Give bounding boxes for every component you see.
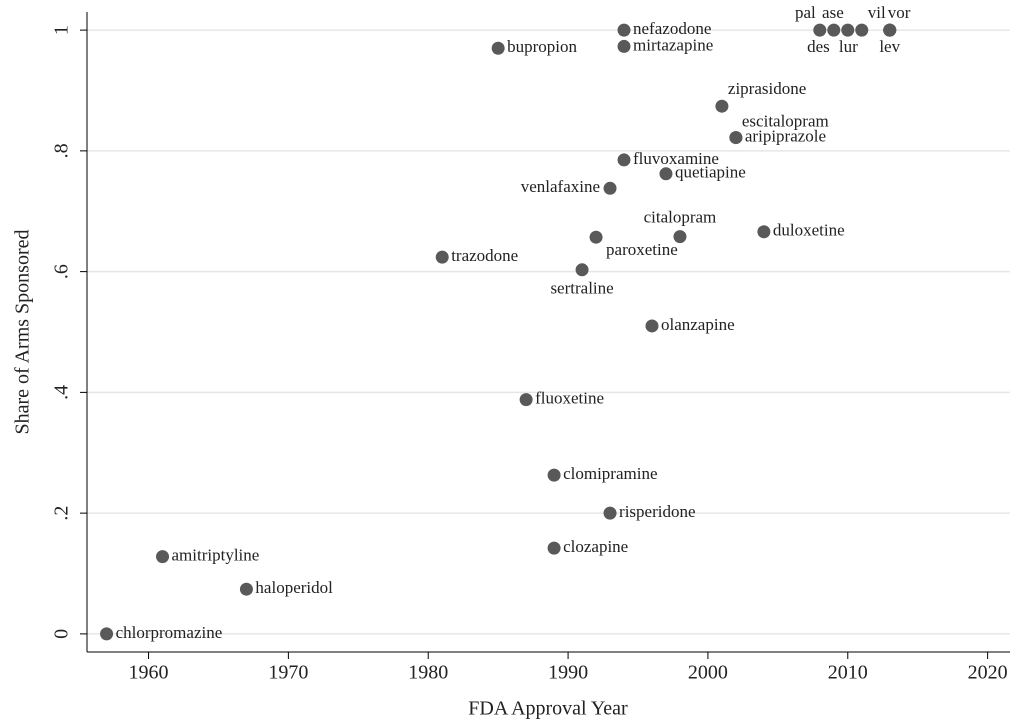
- point: [617, 23, 631, 37]
- point-label: citalopram: [644, 208, 717, 227]
- point-label: duloxetine: [773, 221, 845, 240]
- point-label: lev: [879, 37, 900, 56]
- point: [491, 41, 505, 55]
- point: [883, 23, 897, 37]
- y-tick-label: 1: [51, 25, 73, 35]
- point: [589, 230, 603, 244]
- point-label: des: [807, 37, 830, 56]
- point: [547, 468, 561, 482]
- point: [239, 582, 253, 596]
- y-axis-title: Share of Arms Sponsored: [12, 230, 34, 435]
- x-tick-label: 1990: [548, 662, 588, 684]
- point-label: escitalopram: [742, 111, 829, 130]
- point-label: bupropion: [507, 37, 577, 56]
- point: [673, 230, 687, 244]
- x-tick-label: 1980: [408, 662, 448, 684]
- point-label: vor: [888, 3, 911, 22]
- point-label: pal: [795, 3, 816, 22]
- y-tick-label: .2: [51, 506, 73, 521]
- y-tick-label: .4: [51, 385, 73, 400]
- x-axis-title: FDA Approval Year: [468, 698, 628, 720]
- point: [659, 167, 673, 181]
- point-label: quetiapine: [675, 163, 746, 182]
- point: [547, 541, 561, 555]
- point: [603, 506, 617, 520]
- point-label: ase: [822, 3, 844, 22]
- point-label: fluvoxamine: [633, 149, 719, 168]
- point-label: mirtazapine: [633, 35, 713, 54]
- point: [757, 225, 771, 239]
- point-label: haloperidol: [255, 578, 333, 597]
- point: [603, 181, 617, 195]
- point-label: clozapine: [563, 537, 628, 556]
- point-label: sertraline: [550, 279, 613, 298]
- point-label: paroxetine: [606, 240, 678, 259]
- point: [156, 550, 170, 564]
- point: [645, 319, 659, 333]
- x-tick-label: 2020: [968, 662, 1008, 684]
- point-label: olanzapine: [661, 315, 735, 334]
- point-label: vil: [868, 3, 886, 22]
- point-label: venlafaxine: [521, 177, 600, 196]
- y-tick-label: 0: [51, 629, 73, 639]
- point-label: chlorpromazine: [116, 623, 223, 642]
- x-tick-label: 2000: [688, 662, 728, 684]
- point: [617, 39, 631, 53]
- point: [575, 263, 589, 277]
- point-label: ziprasidone: [728, 79, 806, 98]
- point: [617, 153, 631, 167]
- point-label: nefazodone: [633, 19, 711, 38]
- point-label: fluoxetine: [535, 389, 604, 408]
- point: [841, 23, 855, 37]
- point-label: aripiprazole: [745, 126, 826, 145]
- point: [519, 393, 533, 407]
- y-tick-label: .6: [51, 264, 73, 279]
- point-label: amitriptyline: [172, 546, 260, 565]
- point: [715, 99, 729, 113]
- point: [100, 627, 114, 641]
- x-tick-label: 2010: [828, 662, 868, 684]
- point: [813, 23, 827, 37]
- point-label: trazodone: [451, 246, 518, 265]
- point: [827, 23, 841, 37]
- y-tick-label: .8: [51, 143, 73, 158]
- point-label: lur: [839, 37, 858, 56]
- x-tick-label: 1970: [268, 662, 308, 684]
- point-label: risperidone: [619, 502, 695, 521]
- point-label: clomipramine: [563, 464, 657, 483]
- point: [855, 23, 869, 37]
- point: [435, 250, 449, 264]
- x-tick-label: 1960: [129, 662, 169, 684]
- point: [729, 131, 743, 145]
